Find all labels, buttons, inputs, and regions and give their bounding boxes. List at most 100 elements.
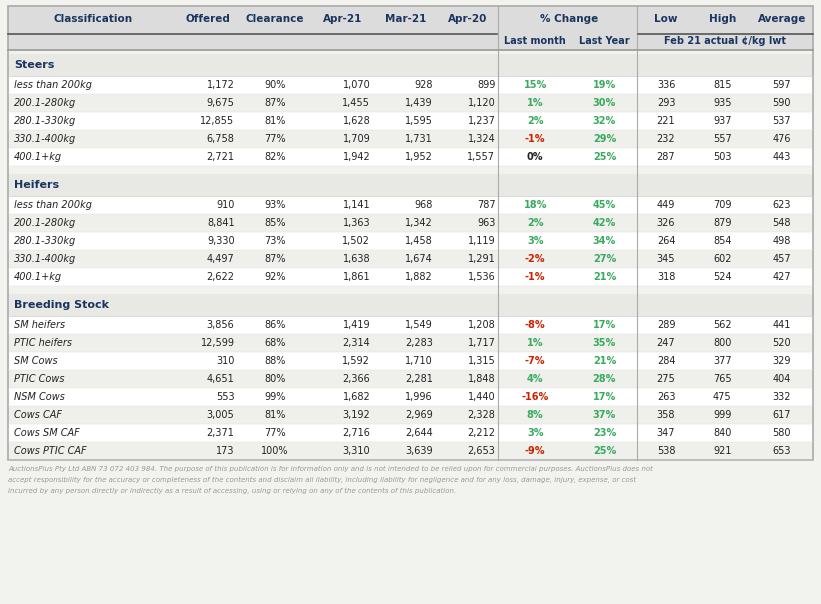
Text: 6,758: 6,758 bbox=[207, 134, 235, 144]
Text: 441: 441 bbox=[773, 320, 791, 330]
Bar bbox=[8, 388, 813, 406]
Text: 42%: 42% bbox=[593, 218, 616, 228]
Text: 284: 284 bbox=[657, 356, 676, 366]
Text: 2,366: 2,366 bbox=[342, 374, 370, 384]
Text: Last month: Last month bbox=[504, 36, 566, 46]
Text: -1%: -1% bbox=[525, 272, 545, 282]
Text: 1,595: 1,595 bbox=[405, 116, 433, 126]
Text: 330.1-400kg: 330.1-400kg bbox=[14, 134, 76, 144]
Text: -2%: -2% bbox=[525, 254, 545, 264]
Text: 23%: 23% bbox=[593, 428, 616, 438]
Text: 2%: 2% bbox=[527, 218, 544, 228]
Bar bbox=[8, 406, 813, 424]
Text: 1,557: 1,557 bbox=[467, 152, 495, 162]
Text: 3,310: 3,310 bbox=[342, 446, 370, 456]
Text: 1,172: 1,172 bbox=[207, 80, 235, 90]
Text: 347: 347 bbox=[657, 428, 676, 438]
Text: 427: 427 bbox=[773, 272, 791, 282]
Text: 1,882: 1,882 bbox=[405, 272, 433, 282]
Text: 293: 293 bbox=[657, 98, 676, 108]
Bar bbox=[8, 6, 813, 50]
Text: 3,856: 3,856 bbox=[207, 320, 235, 330]
Text: 553: 553 bbox=[216, 392, 235, 402]
Text: 449: 449 bbox=[657, 200, 675, 210]
Bar bbox=[8, 214, 813, 232]
Text: 200.1-280kg: 200.1-280kg bbox=[14, 98, 76, 108]
Text: -9%: -9% bbox=[525, 446, 545, 456]
Text: 3,639: 3,639 bbox=[406, 446, 433, 456]
Text: 45%: 45% bbox=[593, 200, 616, 210]
Text: High: High bbox=[709, 14, 736, 24]
Text: 765: 765 bbox=[713, 374, 732, 384]
Text: 1,710: 1,710 bbox=[405, 356, 433, 366]
Text: 1,709: 1,709 bbox=[342, 134, 370, 144]
Text: 457: 457 bbox=[773, 254, 791, 264]
Text: 557: 557 bbox=[713, 134, 732, 144]
Text: 332: 332 bbox=[773, 392, 791, 402]
Text: 1,628: 1,628 bbox=[342, 116, 370, 126]
Text: Low: Low bbox=[654, 14, 678, 24]
Text: 1,592: 1,592 bbox=[342, 356, 370, 366]
Text: 1,717: 1,717 bbox=[467, 338, 495, 348]
Text: 1,237: 1,237 bbox=[467, 116, 495, 126]
Text: 0%: 0% bbox=[527, 152, 544, 162]
Text: Apr-20: Apr-20 bbox=[448, 14, 488, 24]
Bar bbox=[8, 334, 813, 352]
Text: Classification: Classification bbox=[53, 14, 132, 24]
Text: 2,212: 2,212 bbox=[467, 428, 495, 438]
Text: 2,969: 2,969 bbox=[405, 410, 433, 420]
Text: 1,119: 1,119 bbox=[468, 236, 495, 246]
Text: less than 200kg: less than 200kg bbox=[14, 80, 92, 90]
Text: 25%: 25% bbox=[593, 446, 616, 456]
Text: PTIC heifers: PTIC heifers bbox=[14, 338, 72, 348]
Text: 602: 602 bbox=[713, 254, 732, 264]
Text: 3%: 3% bbox=[527, 236, 544, 246]
Text: 524: 524 bbox=[713, 272, 732, 282]
Text: 15%: 15% bbox=[524, 80, 547, 90]
Text: 81%: 81% bbox=[264, 410, 286, 420]
Text: AuctionsPlus Pty Ltd ABN 73 072 403 984. The purpose of this publication is for : AuctionsPlus Pty Ltd ABN 73 072 403 984.… bbox=[8, 466, 653, 472]
Text: 34%: 34% bbox=[593, 236, 616, 246]
Text: 709: 709 bbox=[713, 200, 732, 210]
Text: % Change: % Change bbox=[539, 14, 598, 24]
Text: 289: 289 bbox=[657, 320, 676, 330]
Text: 336: 336 bbox=[657, 80, 675, 90]
Text: 404: 404 bbox=[773, 374, 791, 384]
Text: Cows CAF: Cows CAF bbox=[14, 410, 62, 420]
Text: 617: 617 bbox=[773, 410, 791, 420]
Bar bbox=[8, 424, 813, 442]
Text: 968: 968 bbox=[415, 200, 433, 210]
Text: 400.1+kg: 400.1+kg bbox=[14, 272, 62, 282]
Text: 1,363: 1,363 bbox=[342, 218, 370, 228]
Text: 221: 221 bbox=[657, 116, 676, 126]
Text: 345: 345 bbox=[657, 254, 676, 264]
Text: 937: 937 bbox=[713, 116, 732, 126]
Text: 935: 935 bbox=[713, 98, 732, 108]
Text: Clearance: Clearance bbox=[246, 14, 305, 24]
Text: 9,330: 9,330 bbox=[207, 236, 235, 246]
Text: 2,281: 2,281 bbox=[405, 374, 433, 384]
Text: Last Year: Last Year bbox=[579, 36, 630, 46]
Text: 326: 326 bbox=[657, 218, 676, 228]
Text: 879: 879 bbox=[713, 218, 732, 228]
Text: 653: 653 bbox=[773, 446, 791, 456]
Text: 1,440: 1,440 bbox=[468, 392, 495, 402]
Text: Offered: Offered bbox=[186, 14, 231, 24]
Text: 2,721: 2,721 bbox=[207, 152, 235, 162]
Text: SM heifers: SM heifers bbox=[14, 320, 65, 330]
Text: 27%: 27% bbox=[593, 254, 616, 264]
Text: 580: 580 bbox=[773, 428, 791, 438]
Text: 2,644: 2,644 bbox=[405, 428, 433, 438]
Text: 90%: 90% bbox=[264, 80, 286, 90]
Text: 475: 475 bbox=[713, 392, 732, 402]
Bar bbox=[8, 268, 813, 286]
Text: 787: 787 bbox=[477, 200, 495, 210]
Bar bbox=[8, 232, 813, 250]
Text: 443: 443 bbox=[773, 152, 791, 162]
Text: 377: 377 bbox=[713, 356, 732, 366]
Text: 1,996: 1,996 bbox=[406, 392, 433, 402]
Text: 1,549: 1,549 bbox=[405, 320, 433, 330]
Text: 921: 921 bbox=[713, 446, 732, 456]
Text: 25%: 25% bbox=[593, 152, 616, 162]
Text: 200.1-280kg: 200.1-280kg bbox=[14, 218, 76, 228]
